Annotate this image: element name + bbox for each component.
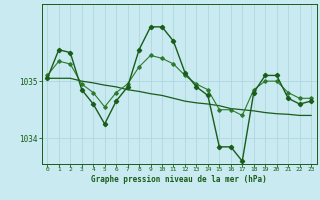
X-axis label: Graphe pression niveau de la mer (hPa): Graphe pression niveau de la mer (hPa) [91, 175, 267, 184]
